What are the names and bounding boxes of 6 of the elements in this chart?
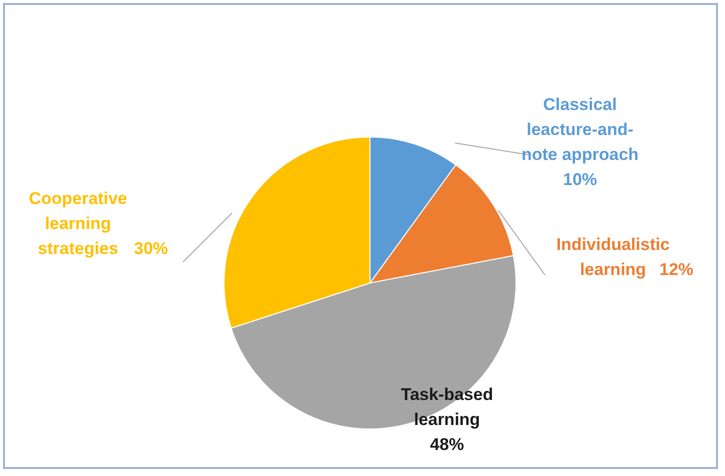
data-label: 10% — [562, 170, 598, 189]
data-label: 30% — [134, 239, 168, 258]
data-label: 12% — [659, 260, 694, 279]
data-label: 48% — [430, 435, 464, 454]
slice-label: Cooperative learning strategies — [28, 189, 128, 258]
slice-label: Classical leacture-and- note approach — [521, 95, 639, 164]
